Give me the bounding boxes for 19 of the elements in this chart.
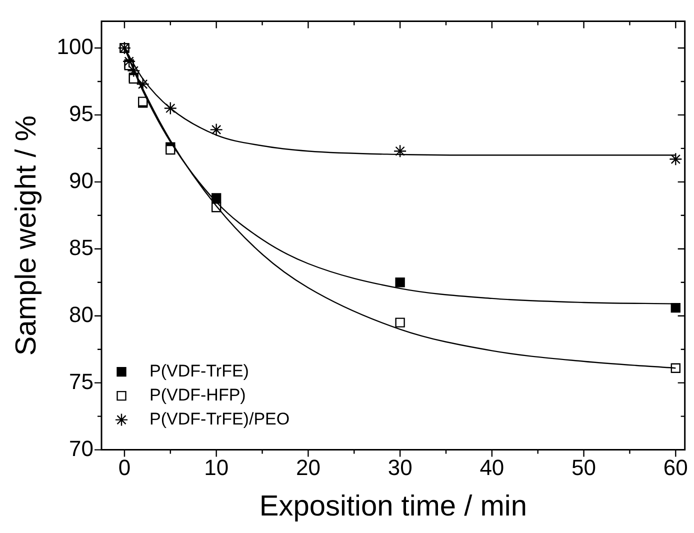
y-tick-label: 95 <box>69 101 94 126</box>
legend-label: P(VDF-TrFE) <box>150 361 249 380</box>
x-tick-label: 50 <box>572 455 596 480</box>
x-tick-label: 30 <box>388 455 412 480</box>
y-axis-title: Sample weight / % <box>10 115 42 356</box>
x-axis-title: Exposition time / min <box>259 490 527 523</box>
y-tick-label: 85 <box>69 234 94 260</box>
x-tick-label: 10 <box>204 455 229 480</box>
y-tick-label: 80 <box>69 302 94 327</box>
legend-label: P(VDF-TrFE)/PEO <box>150 409 290 428</box>
x-tick-label: 60 <box>663 455 688 480</box>
y-tick-label: 90 <box>69 168 94 193</box>
x-tick-label: 20 <box>296 455 320 480</box>
y-tick-label: 70 <box>69 436 94 461</box>
x-tick-label: 40 <box>480 455 504 480</box>
legend-label: P(VDF-HFP) <box>150 385 246 404</box>
y-tick-label: 75 <box>69 368 94 394</box>
y-tick-label: 100 <box>56 34 94 60</box>
x-tick-label: 0 <box>118 455 131 480</box>
